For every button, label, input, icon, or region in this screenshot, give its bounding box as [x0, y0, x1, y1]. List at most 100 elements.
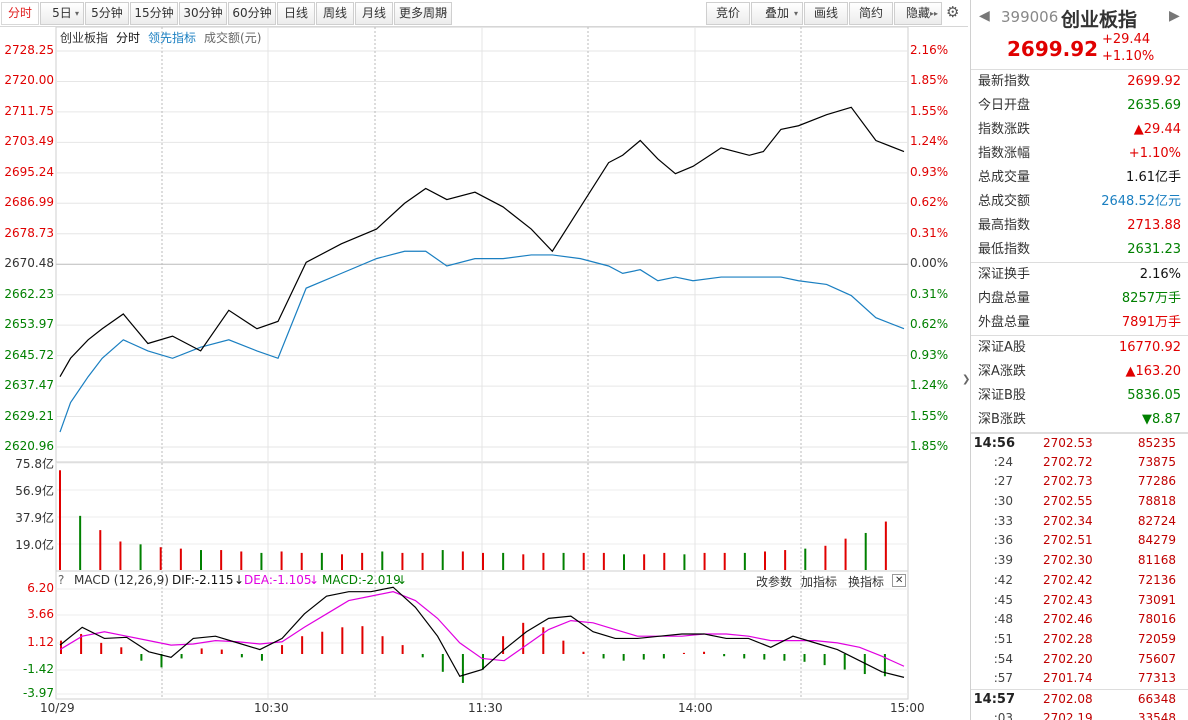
tool-button-2[interactable]: 画线	[804, 2, 848, 25]
period-button-7[interactable]: 周线	[316, 2, 354, 25]
macd-help-icon[interactable]: ?	[58, 573, 65, 587]
tick-price: 2702.28	[1043, 631, 1093, 646]
period-button-0[interactable]: 分时	[1, 2, 39, 25]
tick-time: :57	[993, 671, 1013, 686]
stat-value: 7891万手	[1121, 315, 1181, 330]
intraday-chart[interactable]: 创业板指 分时 领先指标 成交额(元) 2728.25 2.16% 2720.00 1.85%…	[0, 27, 968, 720]
tool-button-4[interactable]: 隐藏 ▸▸	[894, 2, 942, 25]
stat-value: 16770.92	[1118, 340, 1181, 355]
price-change: +29.44	[1102, 32, 1151, 47]
tick-time: :27	[993, 474, 1013, 489]
price-line	[59, 106, 905, 378]
macd-arrow-icon: ↓	[309, 573, 320, 587]
volume-bar	[461, 551, 464, 570]
stat-value: ▲29.44	[1133, 122, 1181, 137]
volume-bar	[884, 521, 887, 570]
price-axis-label: 2645.72	[4, 347, 54, 362]
tick-time: :36	[993, 533, 1013, 548]
volume-bar	[844, 538, 847, 570]
close-icon[interactable]: ✕	[892, 574, 907, 587]
tick-row: :27 2702.73 77286	[971, 472, 1188, 492]
tick-price: 2702.43	[1043, 592, 1093, 607]
percent-axis-label: 0.31%	[910, 225, 949, 240]
tick-row: :54 2702.20 75607	[971, 650, 1188, 670]
prev-stock-icon[interactable]: ◀	[979, 8, 990, 24]
tick-row: :24 2702.72 73875	[971, 453, 1188, 473]
stat-label: 最新指数	[978, 74, 1031, 89]
stats-list: 最新指数 2699.92 今日开盘 2635.69 指数涨跌 ▲29.44 指数涨幅 +1.1…	[971, 70, 1188, 433]
macd-histogram-bar	[401, 645, 404, 654]
stat-value: 2648.52亿元	[1101, 194, 1181, 209]
macd-button-2[interactable]: 换指标	[848, 575, 885, 589]
macd-histogram-bar	[642, 654, 645, 660]
period-button-8[interactable]: 月线	[355, 2, 393, 25]
stat-row: 深证B股 5836.05	[971, 384, 1188, 408]
period-button-9[interactable]: 更多周期 ▾	[394, 2, 452, 25]
stat-value: ▲163.20	[1125, 364, 1182, 379]
tick-row: :45 2702.43 73091	[971, 591, 1188, 611]
collapse-panel-icon[interactable]: ❯	[962, 374, 971, 385]
volume-bar	[260, 552, 263, 570]
stat-label: 深证B股	[978, 388, 1026, 403]
price-axis-label: 2620.96	[4, 439, 54, 453]
volume-bar	[582, 552, 585, 570]
legend-lead-indicator[interactable]: 领先指标	[148, 31, 197, 45]
chart-legend: 创业板指 分时 领先指标 成交额(元)	[60, 29, 269, 46]
macd-histogram-bar	[361, 626, 364, 654]
macd-arrow-icon: ↓	[397, 573, 408, 587]
tick-time: :51	[993, 631, 1013, 646]
tick-row: 14:57 2702.08 66348	[971, 688, 1188, 709]
volume-bar	[804, 548, 807, 570]
macd-dif: DIF:-2.115	[172, 573, 234, 587]
macd-histogram-bar	[743, 654, 746, 659]
tool-button-3[interactable]: 简约	[849, 2, 893, 25]
period-button-4[interactable]: 30分钟	[179, 2, 227, 25]
macd-histogram-bar	[260, 654, 263, 661]
next-stock-icon[interactable]: ▶	[1169, 8, 1180, 24]
tick-row: :03 2702.19 33548	[971, 709, 1188, 720]
macd-histogram-bar	[803, 654, 806, 662]
tick-row: :57 2701.74 77313	[971, 669, 1188, 689]
legend-mode: 分时	[116, 31, 141, 45]
tick-time: :24	[993, 454, 1013, 469]
tool-button-0[interactable]: 竞价	[706, 2, 750, 25]
tick-volume: 73091	[1137, 592, 1176, 607]
current-price: 2699.92	[1007, 37, 1099, 61]
macd-histogram-bar	[783, 654, 786, 661]
period-button-3[interactable]: 15分钟	[130, 2, 178, 25]
tick-volume: 78016	[1137, 612, 1176, 627]
macd-histogram-bar	[703, 651, 706, 654]
period-button-2[interactable]: 5分钟	[85, 2, 129, 25]
tick-row: :42 2702.42 72136	[971, 571, 1188, 591]
macd-axis-label: 6.20	[27, 581, 54, 595]
tool-button-1[interactable]: 叠加 ▾	[751, 2, 803, 25]
volume-bar	[602, 552, 605, 570]
settings-gear-icon[interactable]: ⚙	[946, 3, 960, 21]
stat-row: 最新指数 2699.92	[971, 70, 1188, 94]
period-button-1[interactable]: 5日 ▾	[40, 2, 84, 25]
volume-bar	[401, 552, 404, 570]
percent-axis-label: 1.55%	[910, 408, 949, 423]
period-button-6[interactable]: 日线	[277, 2, 315, 25]
volume-bar	[79, 515, 82, 570]
quote-panel: ◀ 399006 创业板指 ▶ 2699.92 +29.44 +1.10% 最新…	[970, 0, 1188, 720]
period-toolbar: 分时 5日 ▾ 5分钟 15分钟 30分钟 60分钟 日线 周线 月线 更多周期 ▾ 竞价 叠加 ▾ 画线 简约…	[0, 0, 968, 27]
volume-bar	[663, 552, 666, 570]
percent-axis-label: 0.93%	[910, 164, 949, 179]
time-axis-label: 11:30	[468, 701, 503, 715]
stat-label: 深证A股	[978, 340, 1026, 355]
macd-histogram-bar	[441, 654, 444, 672]
macd-histogram-bar	[662, 654, 665, 659]
volume-bar	[784, 550, 787, 570]
macd-histogram-bar	[381, 636, 384, 654]
volume-bar	[240, 551, 243, 570]
macd-histogram-bar	[100, 642, 103, 654]
period-button-5[interactable]: 60分钟	[228, 2, 276, 25]
macd-histogram-bar	[140, 654, 143, 661]
macd-histogram-bar	[763, 654, 766, 660]
quote-header: ◀ 399006 创业板指 ▶ 2699.92 +29.44 +1.10%	[971, 0, 1188, 70]
macd-histogram-bar	[522, 622, 525, 654]
macd-button-0[interactable]: 改参数	[756, 575, 793, 589]
macd-histogram-bar	[240, 654, 243, 658]
macd-button-1[interactable]: 加指标	[801, 575, 838, 589]
